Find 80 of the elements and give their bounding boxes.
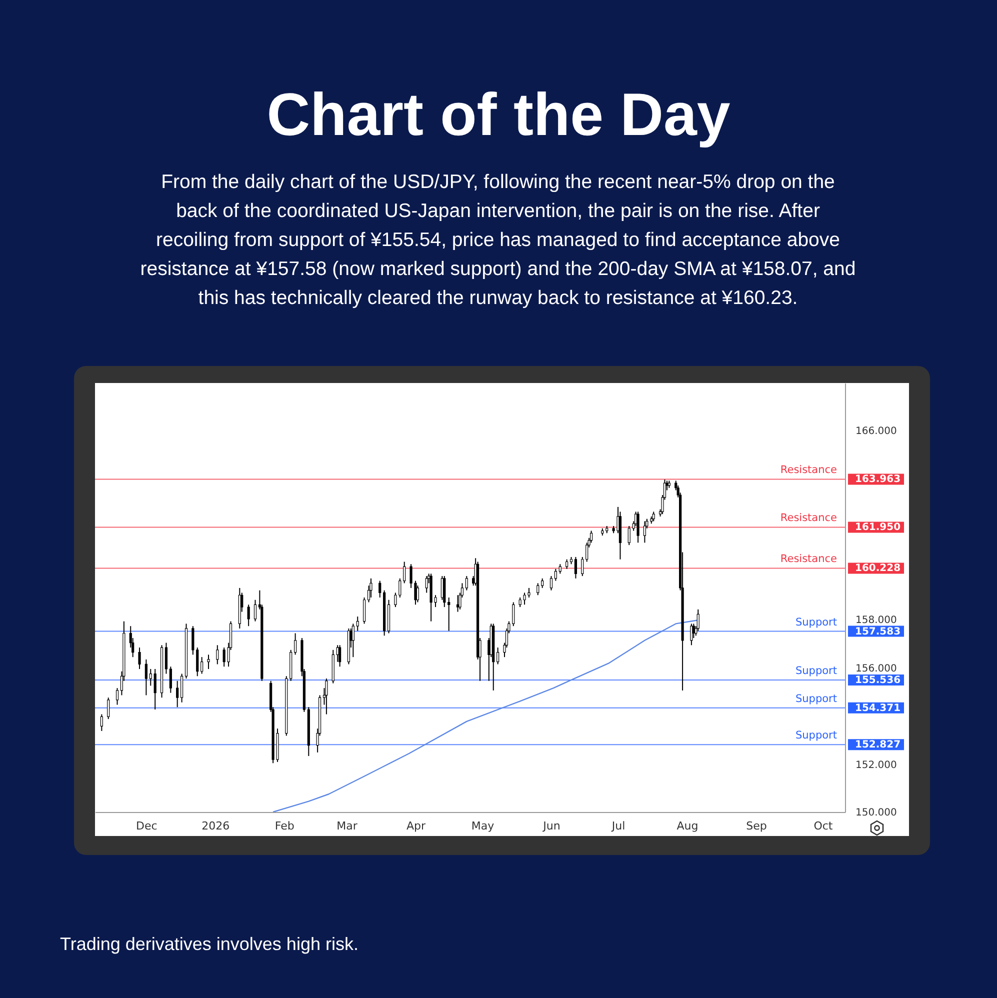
- y-tick-label: 152.000: [856, 760, 897, 771]
- candlestick: [325, 678, 328, 715]
- candlestick: [628, 526, 630, 546]
- candlestick: [144, 658, 148, 696]
- candlestick: [116, 688, 119, 706]
- y-tick-label: 160.228: [855, 563, 901, 574]
- candlestick: [378, 580, 382, 598]
- candlestick: [541, 578, 544, 588]
- candlestick: [448, 597, 450, 632]
- chart-subtitle: From the daily chart of the USD/JPY, following the recent near-5% drop on the back of the coordinated US-Japan intervention, the pair is on the rise. After recoiling from support of ¥155.54, price has managed to find acceptance above resistance at ¥157.58 (now marked support) and the 200-day SMA at ¥158.07, and this has technically cleared the runway back to resistance at ¥160.23.: [139, 170, 857, 311]
- candlestick: [496, 647, 500, 665]
- candlestick: [154, 668, 156, 710]
- candlestick: [180, 673, 184, 703]
- candlestick: [169, 666, 172, 694]
- candlestick: [443, 576, 446, 608]
- y-tick-label: 155.536: [855, 675, 901, 686]
- x-tick-label: Sep: [746, 820, 767, 832]
- candlestick: [138, 647, 141, 670]
- y-tick-label: 161.950: [855, 522, 901, 534]
- candlestick: [643, 520, 646, 544]
- candlestick: [652, 511, 655, 522]
- ref-line-label: Support: [795, 692, 837, 705]
- candlestick: [636, 511, 640, 544]
- y-tick-label: 156.000: [856, 664, 897, 675]
- candlestick: [590, 530, 593, 544]
- candlestick: [356, 616, 359, 632]
- candlestick: [196, 647, 199, 677]
- ref-line-label: Resistance: [780, 512, 837, 524]
- candlestick: [164, 642, 168, 674]
- ref-line-label: Support: [795, 616, 837, 628]
- candlestick: [362, 597, 366, 624]
- x-tick-label: Aug: [676, 820, 698, 832]
- candlestick: [107, 697, 110, 720]
- x-tick-label: May: [471, 820, 495, 832]
- candlestick: [207, 654, 210, 670]
- candlestick: [696, 608, 700, 632]
- candlestick: [566, 558, 568, 570]
- x-tick-label: Feb: [274, 820, 294, 832]
- y-tick-label: 163.963: [855, 474, 901, 486]
- ref-line-label: Support: [795, 730, 837, 742]
- text: Trading derivatives involves high risk.: [60, 934, 358, 955]
- candlestick: [586, 542, 588, 562]
- candlestick: [550, 576, 553, 591]
- candlestick: [200, 656, 204, 674]
- candlestick: [149, 668, 152, 686]
- candlestick: [192, 626, 194, 656]
- x-tick-label: 2026: [202, 820, 230, 832]
- candlestick: [690, 623, 693, 646]
- x-tick-label: Mar: [336, 820, 358, 832]
- candlestick: [247, 604, 250, 627]
- candlestick: [581, 556, 584, 577]
- x-tick-label: Dec: [136, 820, 158, 832]
- candlestick: [100, 714, 103, 732]
- ref-line-label: Resistance: [780, 464, 837, 476]
- y-tick-label: 158.000: [856, 614, 897, 626]
- candlestick: [558, 564, 562, 574]
- candlestick: [574, 556, 578, 579]
- candlestick: [465, 576, 468, 591]
- y-tick-label: 166.000: [856, 426, 897, 438]
- candlestick: [216, 644, 219, 665]
- chart-title: Chart of the Day: [266, 80, 732, 149]
- y-tick-label: 150.000: [856, 808, 897, 818]
- candlestick: [176, 680, 179, 708]
- candlestick: [403, 561, 406, 584]
- candlestick: [254, 599, 257, 622]
- candlestick: [338, 644, 342, 668]
- x-tick-label: Jul: [610, 820, 626, 832]
- candlestick: [416, 585, 419, 603]
- y-tick-label: 152.827: [855, 740, 901, 751]
- candlestick: [554, 568, 557, 582]
- x-tick-label: Oct: [814, 820, 834, 832]
- candlestick: [352, 623, 354, 658]
- x-tick-label: Jun: [542, 820, 560, 832]
- candlestick: [294, 632, 297, 656]
- candlestick: [536, 582, 540, 596]
- x-tick-label: Apr: [406, 820, 426, 832]
- y-tick-label: 157.583: [855, 626, 901, 638]
- y-tick-label: 154.371: [855, 702, 901, 714]
- ref-line-label: Resistance: [780, 553, 837, 566]
- ref-line-label: Support: [795, 665, 837, 678]
